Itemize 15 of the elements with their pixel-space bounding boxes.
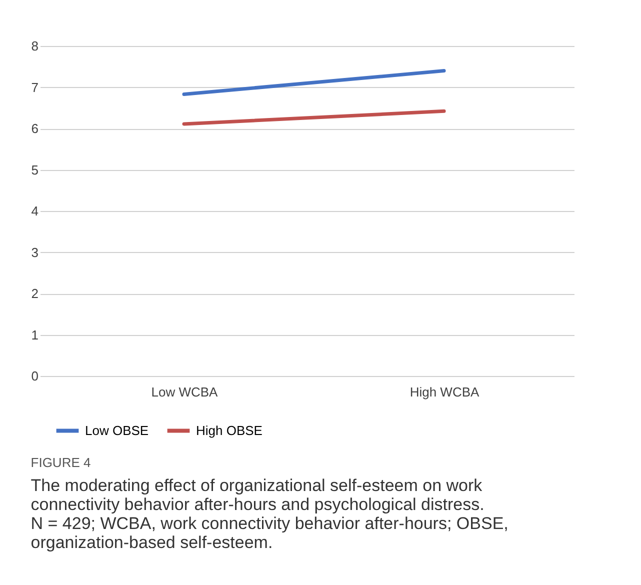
y-tick-label: 8: [31, 38, 38, 54]
y-tick-label: 0: [31, 368, 38, 384]
x-tick-label: Low WCBA: [151, 384, 218, 400]
legend-label: High OBSE: [196, 422, 263, 438]
y-tick-label: 4: [31, 204, 38, 218]
y-tick-label: 7: [31, 80, 38, 95]
caption: FIGURE 4: [30, 455, 91, 470]
y-tick-label: 1: [31, 327, 38, 342]
x-tick-label: High WCBA: [410, 384, 480, 400]
y-tick-label: 2: [31, 286, 38, 301]
text: The moderating effect of organizational self-esteem on work connectivity behavior after-hours and psychological distress. N = 429; WCBA, work connectivity behavior after-hours; OBSE, organization-based self-esteem.: [30, 476, 508, 552]
y-tick-label: 6: [31, 121, 38, 136]
legend-label: Low OBSE: [85, 422, 149, 438]
y-tick-label: 5: [31, 162, 38, 178]
y-tick-label: 3: [31, 244, 38, 260]
